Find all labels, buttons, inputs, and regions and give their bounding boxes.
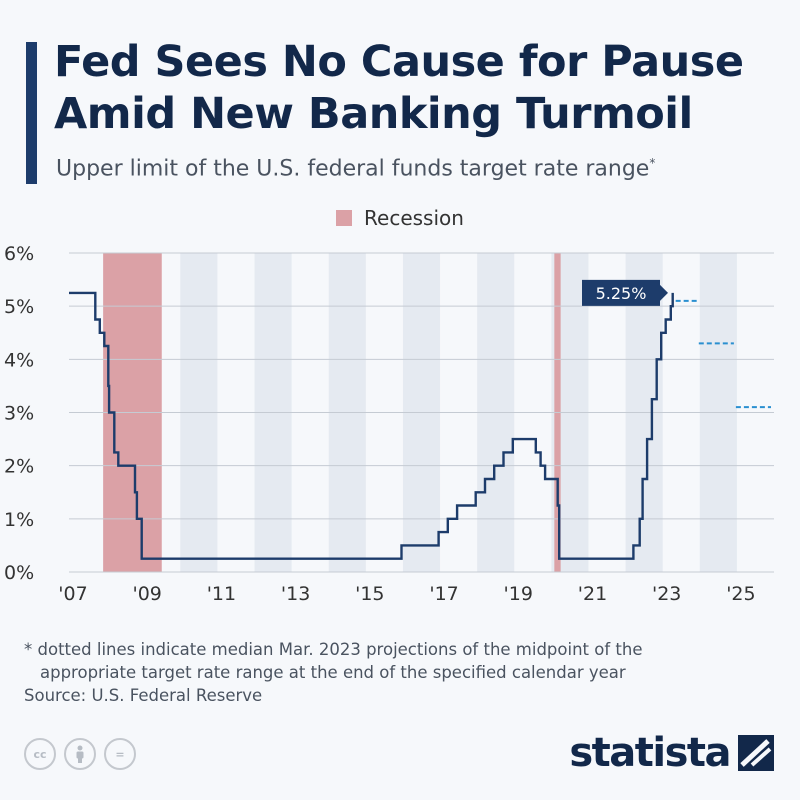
- x-tick-label: '17: [429, 583, 458, 605]
- x-tick-label: '11: [207, 583, 236, 605]
- footnote: * dotted lines indicate median Mar. 2023…: [24, 638, 642, 707]
- y-tick-label: 3%: [4, 403, 34, 425]
- license-icons: cc =: [24, 738, 136, 770]
- chart-subtitle: Upper limit of the U.S. federal funds ta…: [56, 156, 655, 181]
- attribution-icon[interactable]: [64, 738, 96, 770]
- y-tick-label: 0%: [4, 562, 34, 584]
- x-tick-label: '25: [726, 583, 755, 605]
- rate-line: [69, 291, 674, 560]
- recession-swatch: [336, 210, 353, 226]
- chart-title: Fed Sees No Cause for Pause Amid New Ban…: [54, 36, 794, 140]
- x-tick-label: '13: [281, 583, 310, 605]
- y-tick-label: 4%: [4, 349, 34, 371]
- y-tick-label: 2%: [4, 456, 34, 478]
- x-tick-label: '15: [355, 583, 384, 605]
- subtitle-text: Upper limit of the U.S. federal funds ta…: [56, 156, 650, 182]
- legend-label: Recession: [364, 206, 464, 230]
- annotation-pointer: [660, 284, 668, 301]
- x-tick-label: '23: [652, 583, 681, 605]
- annotation-box: [582, 279, 660, 306]
- y-tick-label: 6%: [4, 243, 34, 265]
- creative-commons-icon[interactable]: cc: [24, 738, 56, 770]
- y-tick-label: 5%: [4, 296, 34, 318]
- no-derivatives-icon[interactable]: =: [104, 738, 136, 770]
- title-line-1: Fed Sees No Cause for Pause: [54, 37, 744, 87]
- chart-area: 0% 1% 2% 3% 4% 5% 6% '07 '09 '11 '13 '15 '17 '19 '21 '2…: [4, 243, 774, 605]
- annotation-label: 5.25%: [596, 284, 647, 303]
- source-text: Source: U.S. Federal Reserve: [24, 686, 263, 705]
- subtitle-footnote-mark: *: [649, 156, 656, 170]
- title-line-2: Amid New Banking Turmoil: [54, 89, 693, 139]
- statista-logo[interactable]: statista: [569, 730, 774, 776]
- title-accent-bar: [26, 42, 37, 184]
- x-tick-label: '19: [504, 583, 533, 605]
- y-tick-label: 1%: [4, 509, 34, 531]
- footnote-line-2: appropriate target rate range at the end…: [40, 663, 626, 682]
- brand-name: statista: [569, 730, 731, 776]
- legend: Recession: [0, 206, 800, 230]
- footnote-line-1: * dotted lines indicate median Mar. 2023…: [24, 640, 643, 659]
- x-tick-label: '07: [58, 583, 87, 605]
- statista-mark-icon: [738, 735, 774, 771]
- x-tick-label: '09: [133, 583, 162, 605]
- x-tick-label: '21: [578, 583, 607, 605]
